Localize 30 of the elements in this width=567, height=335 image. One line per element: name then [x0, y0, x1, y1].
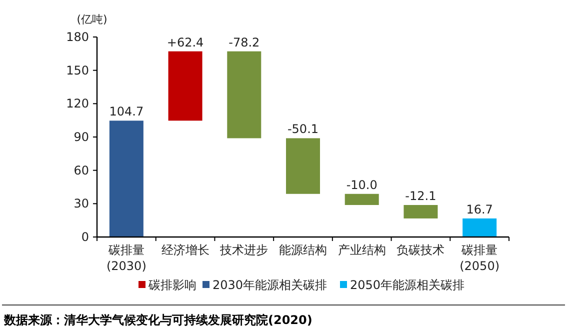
- bar: [227, 51, 262, 138]
- data-label: -78.2: [228, 35, 260, 50]
- x-tick-label: 碳排量 (2050): [460, 243, 500, 273]
- bar: [286, 138, 320, 194]
- y-tick-label: 90: [74, 130, 89, 144]
- data-label: -12.1: [405, 189, 436, 203]
- source-note: 数据来源：清华大学气候变化与可持续发展研究院(2020): [3, 313, 312, 327]
- data-label: +62.4: [166, 35, 204, 50]
- data-label: 104.7: [109, 104, 144, 119]
- bar: [344, 194, 379, 205]
- y-tick-label: 0: [81, 230, 89, 244]
- y-tick-label: 150: [66, 63, 89, 78]
- x-tick-label: 产业结构: [338, 243, 386, 257]
- x-tick-label: 经济增长: [161, 243, 210, 257]
- data-label: -50.1: [287, 122, 319, 136]
- data-label: 16.7: [466, 202, 493, 216]
- legend-label: 碳排影响: [148, 278, 196, 292]
- y-tick-label: 120: [66, 96, 89, 111]
- x-tick-label: 技术进步: [219, 243, 268, 257]
- y-tick-label: 30: [74, 196, 89, 211]
- bar: [404, 205, 438, 218]
- x-tick-label: 能源结构: [279, 243, 327, 257]
- x-tick-label: 碳排量 (2030): [106, 243, 146, 273]
- y-tick-label: 180: [66, 30, 89, 44]
- legend-label: 2050年能源相关碳排: [350, 278, 465, 292]
- y-axis-title: (亿吨): [76, 13, 108, 26]
- data-label: -10.0: [346, 178, 378, 192]
- legend-label: 2030年能源相关碳排: [212, 278, 328, 292]
- x-tick-label: 负碳技术: [396, 243, 445, 257]
- y-tick-label: 60: [74, 163, 89, 178]
